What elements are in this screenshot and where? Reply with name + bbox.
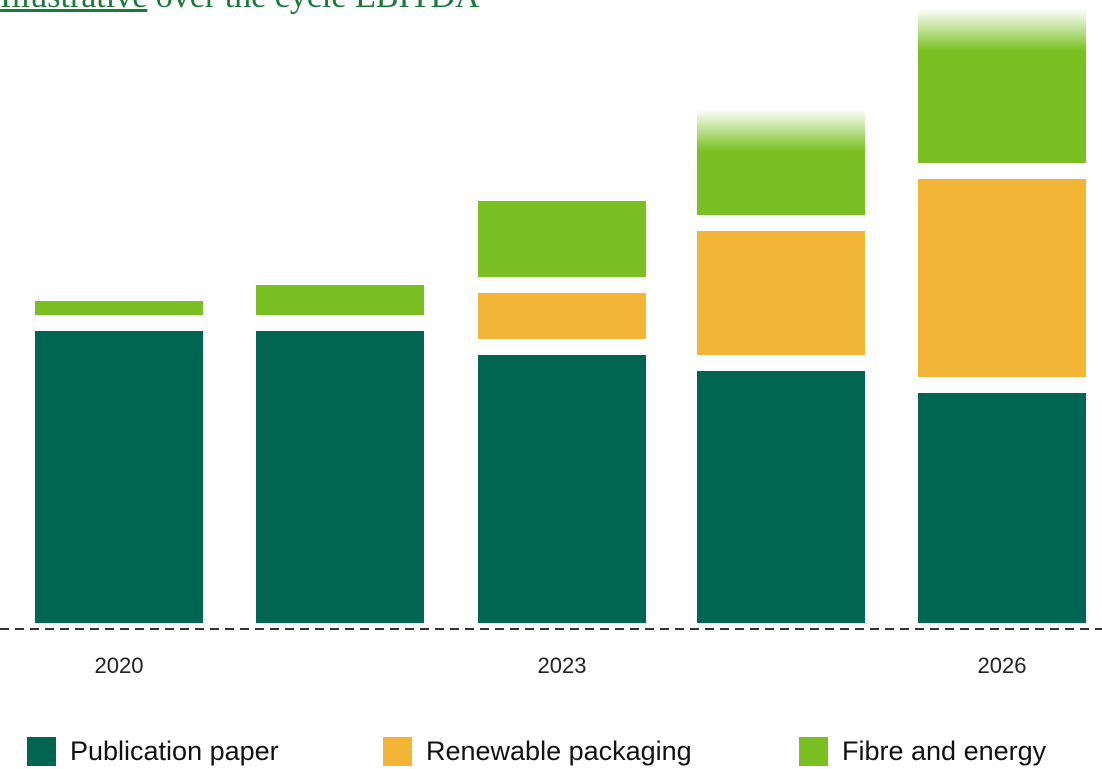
legend-label-fibre-and-energy: Fibre and energy (842, 736, 1047, 766)
bars-group (35, 9, 1086, 623)
legend-item-fibre-and-energy: Fibre and energy (799, 736, 1046, 767)
x-tick-label-2026: 2026 (978, 653, 1027, 678)
chart-title: Illustrative over the cycle EBITDA (0, 0, 480, 18)
title-rest: over the cycle EBITDA (147, 0, 480, 15)
bar-publication-paper-1 (35, 331, 203, 623)
stacked-bar-chart: 2020 2023 2026 (0, 9, 1102, 678)
bar-renewable-packaging-3 (478, 293, 646, 339)
x-tick-labels: 2020 2023 2026 (95, 653, 1027, 678)
bar-fibre-and-energy-1 (35, 301, 203, 315)
legend-swatch-publication-paper (27, 737, 56, 766)
bar-publication-paper-5 (918, 393, 1086, 623)
legend-label-publication-paper: Publication paper (70, 736, 279, 766)
x-tick-label-2023: 2023 (538, 653, 587, 678)
bar-fade-overlay-4 (697, 109, 865, 151)
bar-fade-overlay-5 (918, 9, 1086, 51)
legend-label-renewable-packaging: Renewable packaging (426, 736, 692, 766)
legend: Publication paper Renewable packaging Fi… (0, 730, 1102, 769)
bar-publication-paper-3 (478, 355, 646, 623)
bar-publication-paper-4 (697, 371, 865, 623)
bar-publication-paper-2 (256, 331, 424, 623)
legend-swatch-renewable-packaging (383, 737, 412, 766)
title-illustrative: Illustrative (0, 0, 147, 15)
legend-swatch-fibre-and-energy (799, 737, 828, 766)
bar-renewable-packaging-5 (918, 179, 1086, 377)
legend-item-renewable-packaging: Renewable packaging (383, 736, 692, 767)
bar-fibre-and-energy-2 (256, 285, 424, 315)
bar-renewable-packaging-4 (697, 231, 865, 355)
bar-fibre-and-energy-3 (478, 201, 646, 277)
x-tick-label-2020: 2020 (95, 653, 144, 678)
legend-item-publication-paper: Publication paper (27, 736, 279, 767)
